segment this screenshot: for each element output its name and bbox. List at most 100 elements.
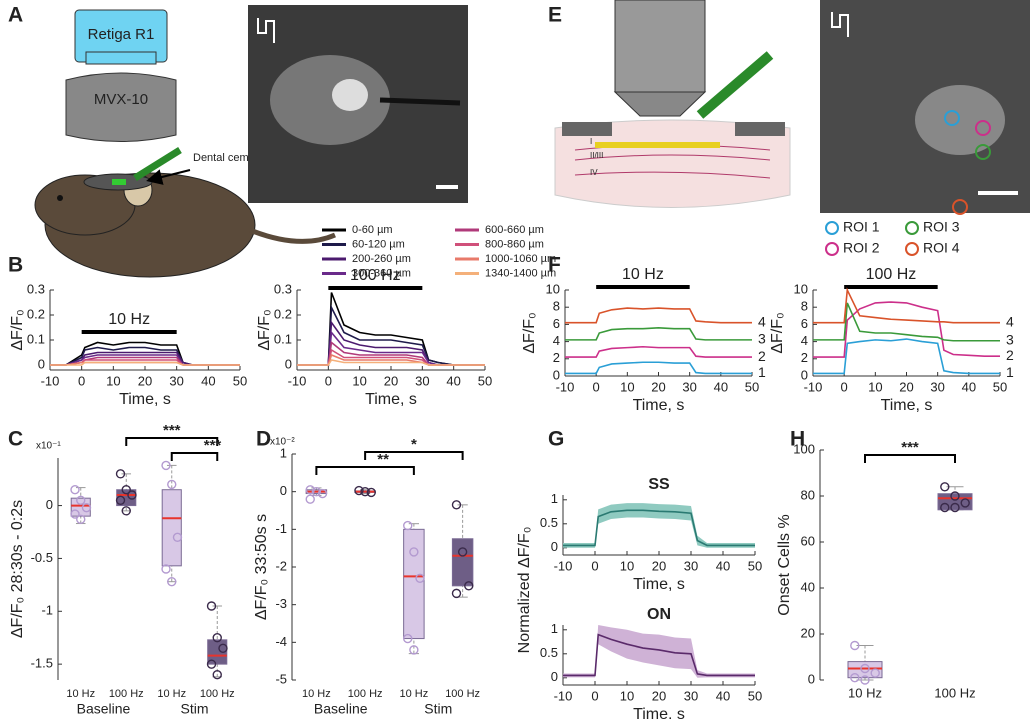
x-tick-label: 40 <box>716 558 730 573</box>
y-tick-label: 100 <box>793 441 815 456</box>
y-tick-label: 40 <box>801 579 815 594</box>
tissue <box>554 119 791 208</box>
y-tick-label: 4 <box>553 333 560 348</box>
x-tick-label: 10 <box>620 688 634 703</box>
panel-label: B <box>8 254 23 277</box>
window-right <box>735 122 785 136</box>
y-axis-label: ΔF/F₀ 28:30s - 0:2s <box>9 500 26 638</box>
significance-label: *** <box>163 422 181 439</box>
series-line <box>563 509 755 547</box>
data-point <box>940 502 950 513</box>
data-point <box>409 547 419 557</box>
layer-label: II/III <box>590 151 603 160</box>
chart-title: SS <box>648 476 670 493</box>
layer-label: IV <box>590 168 598 177</box>
data-point <box>206 659 217 669</box>
x-tick-label: 50 <box>745 379 759 394</box>
x-tick-label: 100 Hz <box>348 688 383 700</box>
y-tick-label: 0.1 <box>274 331 292 346</box>
data-point <box>121 485 131 495</box>
legend-marker <box>905 221 919 235</box>
y-tick-label: 8 <box>801 299 808 314</box>
x-tick-label: 20 <box>651 379 665 394</box>
x-tick-label: 10 Hz <box>66 688 95 700</box>
imaging-diagram <box>554 0 1030 213</box>
roi-circle <box>975 120 991 136</box>
series-line <box>565 327 752 341</box>
y-tick-label: 0.5 <box>540 515 558 530</box>
y-tick-label: -3 <box>275 596 287 611</box>
legend-label: 600-660 µm <box>485 224 544 236</box>
significance-bracket <box>170 452 219 461</box>
data-point <box>464 581 474 591</box>
x-axis-label: Time, s <box>881 397 933 414</box>
y-tick-label: 20 <box>801 625 815 640</box>
x-tick-label: 10 <box>620 558 634 573</box>
x-tick-label: -10 <box>556 379 575 394</box>
data-point <box>950 502 960 513</box>
y-axis-label: ΔF/F₀ 33:50s s <box>253 514 270 620</box>
legend-marker <box>905 242 919 256</box>
stimulus-label: 10 Hz <box>108 311 150 328</box>
group-label: Baseline <box>314 701 368 717</box>
y-tick-label: -1 <box>41 603 53 618</box>
data-point <box>451 588 462 599</box>
legend-label: ROI 4 <box>923 240 960 256</box>
y-tick-label: -4 <box>275 634 287 649</box>
x-tick-label: 40 <box>446 373 460 388</box>
arrow <box>146 169 191 185</box>
roi-circle <box>975 144 991 160</box>
data-point <box>960 498 970 508</box>
legend-label: 200-260 µm <box>352 253 411 265</box>
y-tick-label: 80 <box>801 487 815 502</box>
y-tick-label: 6 <box>801 316 808 331</box>
series-line <box>297 320 485 366</box>
axis-multiplier: x10⁻¹ <box>36 441 61 452</box>
y-tick-label: 0.2 <box>274 306 292 321</box>
x-tick-label: -10 <box>554 558 573 573</box>
panel-label: D <box>256 428 271 451</box>
data-point <box>81 502 92 513</box>
y-tick-label: 10 <box>794 281 808 296</box>
y-tick-label: 0 <box>46 497 53 512</box>
significance-bracket <box>315 466 415 475</box>
chart-title: ON <box>647 606 671 623</box>
legend-label: 60-120 µm <box>352 238 405 250</box>
y-tick-label: 0.2 <box>27 306 45 321</box>
data-point <box>305 485 315 495</box>
significance-label: *** <box>901 439 919 456</box>
data-point <box>940 482 950 492</box>
data-point <box>121 506 131 516</box>
x-tick-label: 40 <box>714 379 728 394</box>
setup-diagram: Retiga R1 MVX-10 Dental cement well <box>34 5 468 278</box>
stimulus-label: 100 Hz <box>350 267 401 284</box>
y-tick-label: 1 <box>551 491 558 506</box>
series-end-label: 3 <box>1006 331 1014 347</box>
layer-label: I <box>590 137 592 146</box>
legend-label: 1340-1400 µm <box>485 267 556 279</box>
x-tick-label: 30 <box>930 379 944 394</box>
x-axis-label: Time, s <box>633 576 685 593</box>
series-end-label: 4 <box>1006 313 1014 329</box>
data-point <box>70 509 80 519</box>
data-point <box>115 495 126 505</box>
data-point <box>167 576 177 587</box>
image-electrode <box>379 97 461 106</box>
scale-bar <box>978 191 1018 195</box>
box <box>451 538 474 587</box>
series-end-label: 2 <box>758 348 766 364</box>
box <box>207 639 228 665</box>
box <box>161 489 182 567</box>
data-point <box>70 485 80 495</box>
series-line <box>565 307 752 324</box>
data-point <box>860 663 870 674</box>
y-tick-label: 0 <box>551 539 558 554</box>
x-axis-label: Time, s <box>119 391 171 408</box>
mouse-tail <box>249 227 336 244</box>
y-tick-label: 0.5 <box>540 645 558 660</box>
x-tick-label: 30 <box>169 373 183 388</box>
y-tick-label: 6 <box>553 316 560 331</box>
y-axis-label: ΔF/F₀ <box>256 309 273 350</box>
legend-label: ROI 3 <box>923 219 960 235</box>
data-point <box>206 601 217 611</box>
